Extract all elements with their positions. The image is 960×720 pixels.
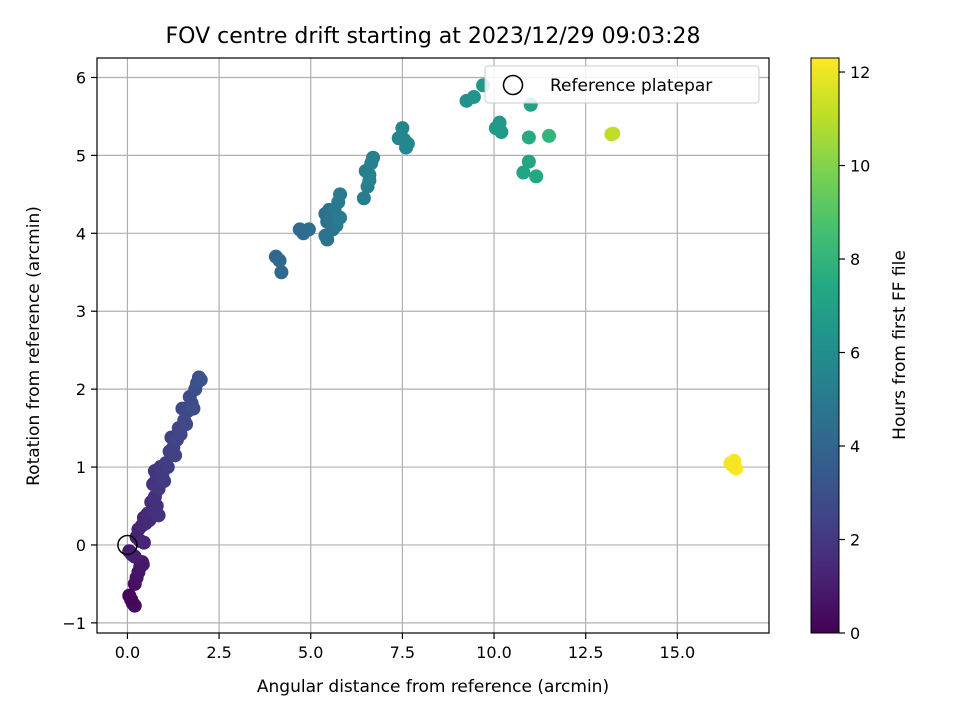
legend-entry-reference: Reference platepar [550, 76, 712, 96]
data-point [274, 265, 289, 280]
data-point [725, 458, 740, 473]
chart-title: FOV centre drift starting at 2023/12/29 … [166, 24, 701, 49]
colorbar-tick-label: 6 [850, 344, 860, 363]
x-tick-label: 7.5 [390, 643, 415, 662]
data-point [494, 125, 509, 140]
data-point [151, 508, 166, 523]
colorbar-tick-label: 2 [850, 531, 860, 550]
y-axis-ticks: −1 0 1 2 3 4 5 6 [62, 68, 97, 633]
data-point [521, 154, 536, 169]
data-point [516, 165, 531, 180]
x-axis-ticks: 0.0 2.5 5.0 7.5 10.0 12.5 15.0 [115, 633, 695, 662]
data-point [400, 136, 415, 151]
x-tick-label: 10.0 [476, 643, 512, 662]
colorbar-tick-label: 10 [850, 157, 870, 176]
data-point [168, 448, 183, 463]
data-point [301, 222, 316, 237]
colorbar-label: Hours from first FF file [890, 250, 910, 440]
data-point [606, 126, 621, 141]
data-point [333, 187, 348, 202]
x-tick-label: 15.0 [660, 643, 696, 662]
reference-platepar-marker [117, 534, 138, 556]
data-point [124, 592, 139, 607]
data-point [529, 169, 544, 184]
data-point [272, 253, 287, 268]
colorbar: 0 2 4 6 8 10 12 Hours from first FF file [810, 57, 910, 643]
y-axis-label: Rotation from reference (arcmin) [24, 206, 44, 486]
x-tick-label: 2.5 [206, 643, 231, 662]
legend-marker-icon [502, 74, 524, 96]
x-tick-label: 5.0 [298, 643, 323, 662]
y-tick-label: 3 [76, 302, 86, 321]
colorbar-tick-label: 4 [850, 437, 860, 456]
data-point [157, 474, 172, 489]
y-tick-label: 6 [76, 68, 86, 87]
data-point [395, 121, 410, 136]
data-point [542, 128, 557, 143]
y-tick-label: 0 [76, 536, 86, 555]
colorbar-tick-label: 12 [850, 63, 870, 82]
data-point [136, 535, 151, 550]
data-point [333, 210, 348, 225]
y-tick-label: −1 [62, 614, 86, 633]
y-tick-label: 1 [76, 458, 86, 477]
data-point [466, 89, 481, 104]
plot-frame [96, 57, 770, 634]
colorbar-ticks: 0 2 4 6 8 10 12 [839, 63, 870, 643]
data-point [160, 460, 175, 475]
data-point [356, 191, 371, 206]
data-points [122, 78, 744, 613]
y-tick-label: 5 [76, 146, 86, 165]
x-axis-label: Angular distance from reference (arcmin) [257, 677, 609, 697]
legend: Reference platepar [484, 65, 760, 104]
data-point [366, 150, 381, 165]
colorbar-tick-label: 8 [850, 250, 860, 269]
data-point [186, 401, 201, 416]
data-point [179, 417, 194, 432]
legend-box [484, 65, 760, 104]
grid-lines [97, 58, 769, 633]
data-point [193, 372, 208, 387]
colorbar-tick-label: 0 [850, 624, 860, 643]
x-tick-label: 0.0 [115, 643, 140, 662]
data-point [521, 130, 536, 145]
x-tick-label: 12.5 [568, 643, 604, 662]
colorbar-gradient [810, 57, 840, 634]
y-tick-label: 4 [76, 224, 86, 243]
data-point [362, 173, 377, 188]
y-tick-label: 2 [76, 380, 86, 399]
